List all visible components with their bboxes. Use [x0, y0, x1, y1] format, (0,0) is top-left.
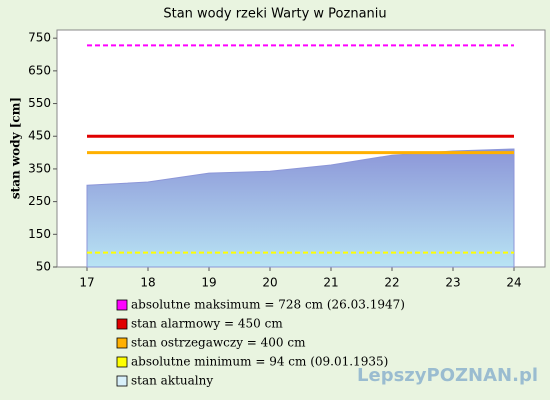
x-tick-label: 18 — [140, 276, 155, 290]
x-tick-label: 20 — [262, 276, 277, 290]
legend-swatch — [116, 337, 128, 349]
y-tick-label: 550 — [28, 96, 51, 110]
legend-swatch — [116, 299, 128, 311]
x-tick-label: 24 — [506, 276, 521, 290]
y-tick-label: 350 — [28, 161, 51, 175]
watermark: LepszyPOZNAN.pl — [357, 365, 538, 386]
legend-swatch — [116, 318, 128, 330]
x-tick-label: 21 — [323, 276, 338, 290]
x-tick-label: 23 — [445, 276, 460, 290]
legend-label: stan ostrzegawczy = 400 cm — [131, 336, 306, 350]
y-tick-label: 250 — [28, 194, 51, 208]
y-tick-label: 150 — [28, 227, 51, 241]
legend-label: absolutne maksimum = 728 cm (26.03.1947) — [131, 298, 405, 312]
legend-label: stan alarmowy = 450 cm — [131, 317, 283, 331]
y-tick-label: 750 — [28, 31, 51, 45]
chart-title: Stan wody rzeki Warty w Poznaniu — [163, 7, 386, 22]
legend-swatch — [116, 356, 128, 368]
legend-swatch — [116, 375, 128, 387]
y-tick-label: 650 — [28, 63, 51, 77]
y-tick-label: 450 — [28, 129, 51, 143]
legend-label: absolutne minimum = 94 cm (09.01.1935) — [131, 355, 388, 369]
area — [86, 148, 515, 268]
x-tick-label: 19 — [201, 276, 216, 290]
x-tick-label: 17 — [79, 276, 94, 290]
y-tick-label: 50 — [36, 260, 51, 274]
legend-label: stan aktualny — [131, 374, 213, 388]
y-axis-label: stan wody [cm] — [9, 97, 23, 199]
x-tick-label: 22 — [384, 276, 399, 290]
